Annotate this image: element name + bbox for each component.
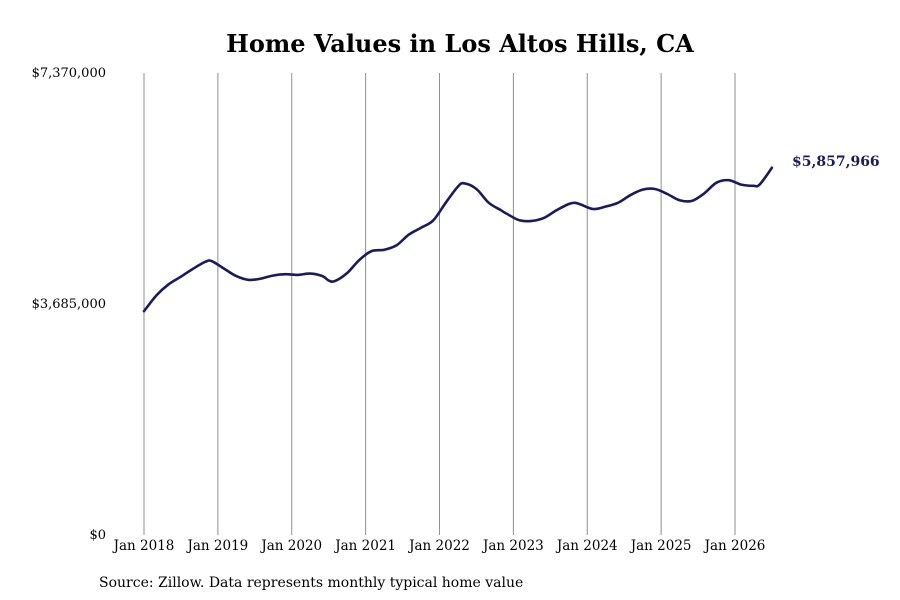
x-tick-label: Jan 2018 (112, 538, 175, 554)
x-tick-label: Jan 2020 (259, 538, 322, 554)
gridlines (143, 73, 736, 535)
y-tick-label: $7,370,000 (32, 66, 106, 81)
x-tick-label: Jan 2024 (555, 538, 618, 554)
y-tick-label: $0 (89, 528, 106, 543)
x-tick-label: Jan 2019 (185, 538, 248, 554)
x-tick-label: Jan 2022 (407, 538, 470, 554)
x-tick-label: Jan 2025 (629, 538, 692, 554)
x-axis-ticks: Jan 2018 Jan 2019 Jan 2020 Jan 2021 Jan 2022… (112, 538, 766, 554)
x-tick-label: Jan 2026 (703, 538, 766, 554)
x-tick-label: Jan 2021 (333, 538, 396, 554)
y-axis-ticks: $0 $3,685,000 $7,370,000 (32, 66, 106, 543)
series-layer (142, 166, 774, 313)
chart-title: Home Values in Los Altos Hills, CA (226, 29, 694, 58)
y-tick-label: $3,685,000 (32, 297, 106, 312)
home-value-line (142, 166, 774, 313)
source-note: Source: Zillow. Data represents monthly … (99, 575, 523, 591)
x-tick-label: Jan 2023 (481, 538, 544, 554)
end-value-label: $5,857,966 (792, 154, 880, 170)
